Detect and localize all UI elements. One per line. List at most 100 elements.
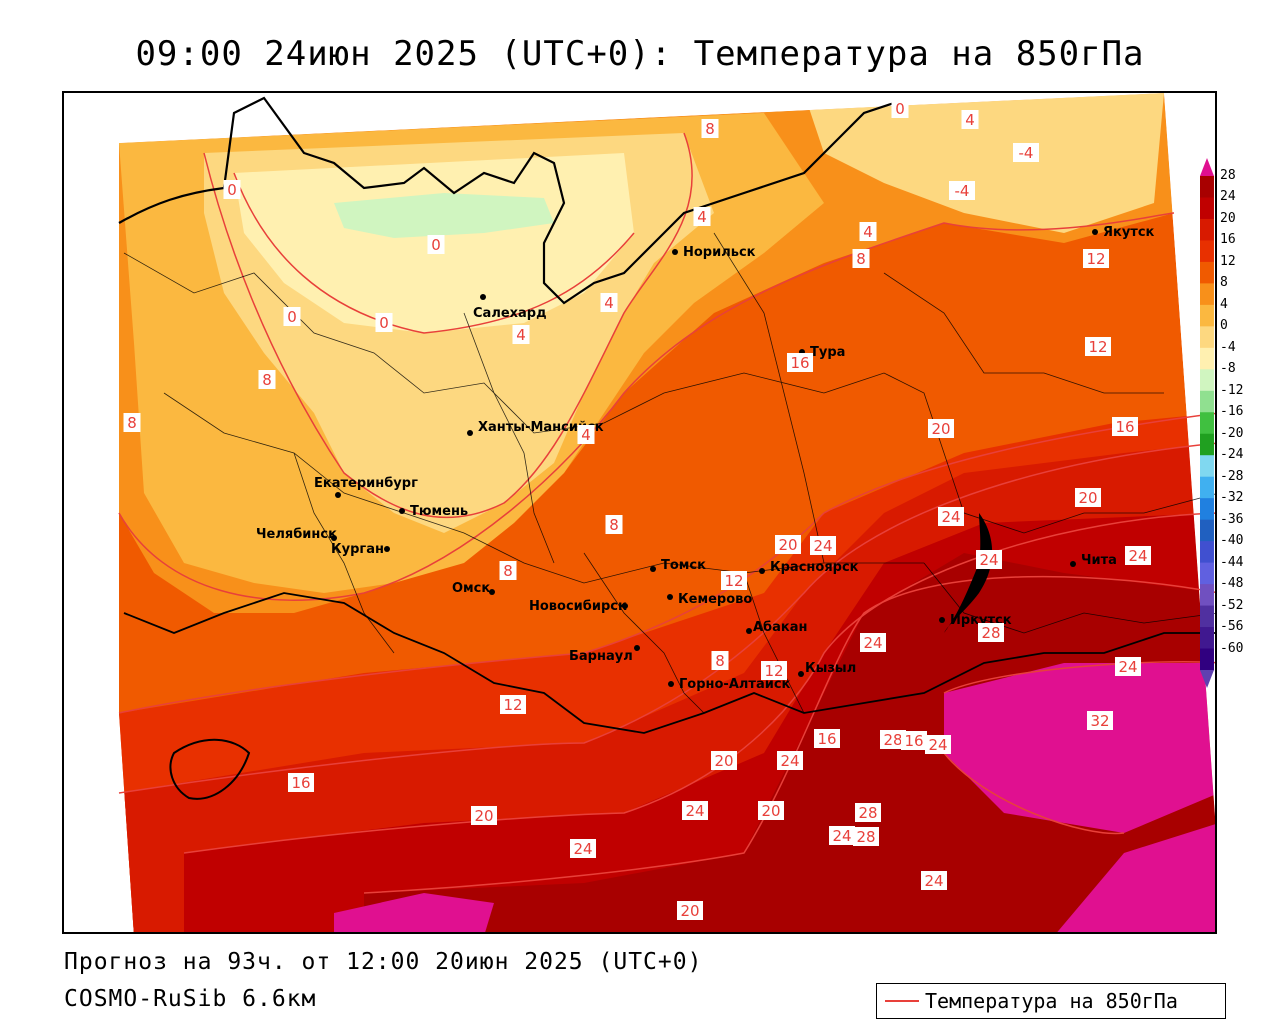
colorbar-segment xyxy=(1200,648,1214,671)
svg-text:4: 4 xyxy=(604,294,614,312)
svg-text:20: 20 xyxy=(714,752,733,770)
city-label: Екатеринбург xyxy=(314,476,418,491)
svg-text:0: 0 xyxy=(227,181,237,199)
isotherm-value-label: 24 xyxy=(938,507,964,526)
svg-text:24: 24 xyxy=(832,827,851,845)
colorbar-segment xyxy=(1200,347,1214,370)
colorbar-segment xyxy=(1200,541,1214,564)
isotherm-value-label: 16 xyxy=(787,353,813,372)
isotherm-value-label: 8 xyxy=(499,561,517,580)
isotherm-value-label: 24 xyxy=(682,801,708,820)
colorbar-segment xyxy=(1200,519,1214,542)
legend-label: Температура на 850гПа xyxy=(925,989,1178,1013)
city-label: Ханты-Мансийск xyxy=(478,420,604,435)
colorbar-segment xyxy=(1200,498,1214,521)
isotherm-value-label: 24 xyxy=(925,735,951,754)
svg-text:12: 12 xyxy=(724,572,743,590)
colorbar-min-arrow xyxy=(1200,670,1214,688)
svg-text:24: 24 xyxy=(573,840,592,858)
isotherm-value-label: 20 xyxy=(1075,488,1101,507)
svg-text:24: 24 xyxy=(924,872,943,890)
isotherm-value-label: 24 xyxy=(777,751,803,770)
map-area[interactable]: Якутск Норильск Салехард Тура Ханты-Мансийск… xyxy=(62,91,1217,934)
colorbar-segment xyxy=(1200,476,1214,499)
svg-text:4: 4 xyxy=(581,426,591,444)
colorbar-segment xyxy=(1200,605,1214,628)
colorbar-segment xyxy=(1200,412,1214,435)
isotherm-value-label: 4 xyxy=(859,222,877,241)
svg-text:24: 24 xyxy=(979,551,998,569)
isotherm-value-label: 20 xyxy=(758,801,784,820)
temperature-fill xyxy=(119,93,1215,932)
colorbar-tick-label: 12 xyxy=(1220,253,1236,269)
svg-text:12: 12 xyxy=(764,662,783,680)
isotherm-label-layer: 0 4 8 0 4 4 8 -4 -4 0 0 0 4 4 8 8 12 12 16 16 20 20 24 24 20 24 24… xyxy=(123,99,1151,920)
isotherm-value-label: 16 xyxy=(1112,417,1138,436)
city-marker xyxy=(399,508,405,514)
isotherm-value-label: 28 xyxy=(855,803,881,822)
svg-text:24: 24 xyxy=(813,537,832,555)
colorbar-tick-label: -40 xyxy=(1220,533,1244,549)
colorbar-tick-label: -56 xyxy=(1220,619,1244,635)
isotherm-value-label: 12 xyxy=(721,571,747,590)
isotherm-value-label: 16 xyxy=(814,729,840,748)
isotherm-value-label: 20 xyxy=(471,806,497,825)
colorbar-segment xyxy=(1200,369,1214,392)
isotherm-value-label: 0 xyxy=(375,313,393,332)
city-label: Барнаул xyxy=(569,649,633,664)
svg-text:24: 24 xyxy=(941,508,960,526)
city-label: Горно-Алтайск xyxy=(679,677,791,692)
city-marker xyxy=(335,492,341,498)
colorbar-tick-label: -4 xyxy=(1220,339,1236,355)
isotherm-value-label: -4 xyxy=(949,181,975,200)
isotherm-value-label: 24 xyxy=(1125,546,1151,565)
isotherm-value-label: 8 xyxy=(852,249,870,268)
isotherm-value-label: 0 xyxy=(223,180,241,199)
isotherm-value-label: 8 xyxy=(123,413,141,432)
svg-text:20: 20 xyxy=(931,420,950,438)
colorbar-tick-label: -52 xyxy=(1220,597,1244,613)
colorbar-segment xyxy=(1200,304,1214,327)
svg-text:28: 28 xyxy=(981,624,1000,642)
colorbar-tick-label: 4 xyxy=(1220,296,1228,312)
svg-text:8: 8 xyxy=(609,516,619,534)
colorbar-tick-label: -36 xyxy=(1220,511,1244,527)
map-title: 09:00 24июн 2025 (UTC+0): Температура на… xyxy=(135,34,1145,74)
model-name: COSMO-RuSib 6.6км xyxy=(64,986,317,1012)
city-marker xyxy=(331,535,337,541)
city-marker xyxy=(1092,229,1098,235)
svg-text:16: 16 xyxy=(790,354,809,372)
legend-line-swatch xyxy=(885,1000,919,1002)
svg-text:4: 4 xyxy=(516,326,526,344)
svg-text:32: 32 xyxy=(1090,712,1109,730)
colorbar-segment xyxy=(1200,176,1214,198)
colorbar-segment xyxy=(1200,627,1214,650)
city-layer: Якутск Норильск Салехард Тура Ханты-Мансийск… xyxy=(256,225,1155,692)
svg-text:-4: -4 xyxy=(955,182,970,200)
isotherm-value-label: 20 xyxy=(928,419,954,438)
svg-text:8: 8 xyxy=(503,562,513,580)
colorbar-tick-label: -12 xyxy=(1220,382,1244,398)
colorbar-segment xyxy=(1200,261,1214,284)
colorbar-tick-label: -60 xyxy=(1220,640,1244,656)
svg-text:24: 24 xyxy=(863,634,882,652)
svg-text:-4: -4 xyxy=(1019,144,1034,162)
isotherm-value-label: 0 xyxy=(427,235,445,254)
colorbar-tick-label: -48 xyxy=(1220,576,1244,592)
colorbar-max-arrow xyxy=(1200,158,1214,176)
city-marker xyxy=(672,249,678,255)
svg-text:8: 8 xyxy=(705,120,715,138)
city-marker xyxy=(384,546,390,552)
city-marker xyxy=(1070,561,1076,567)
isotherm-value-label: 12 xyxy=(761,661,787,680)
svg-text:12: 12 xyxy=(1086,250,1105,268)
isotherm-value-label: 4 xyxy=(600,293,618,312)
isotherm-value-label: 28 xyxy=(853,827,879,846)
city-label: Якутск xyxy=(1103,225,1155,240)
city-label: Норильск xyxy=(683,245,756,260)
city-label: Новосибирск xyxy=(529,599,627,614)
isotherm-value-label: 20 xyxy=(711,751,737,770)
colorbar-tick-label: 28 xyxy=(1220,168,1236,183)
svg-text:24: 24 xyxy=(685,802,704,820)
city-marker xyxy=(489,589,495,595)
